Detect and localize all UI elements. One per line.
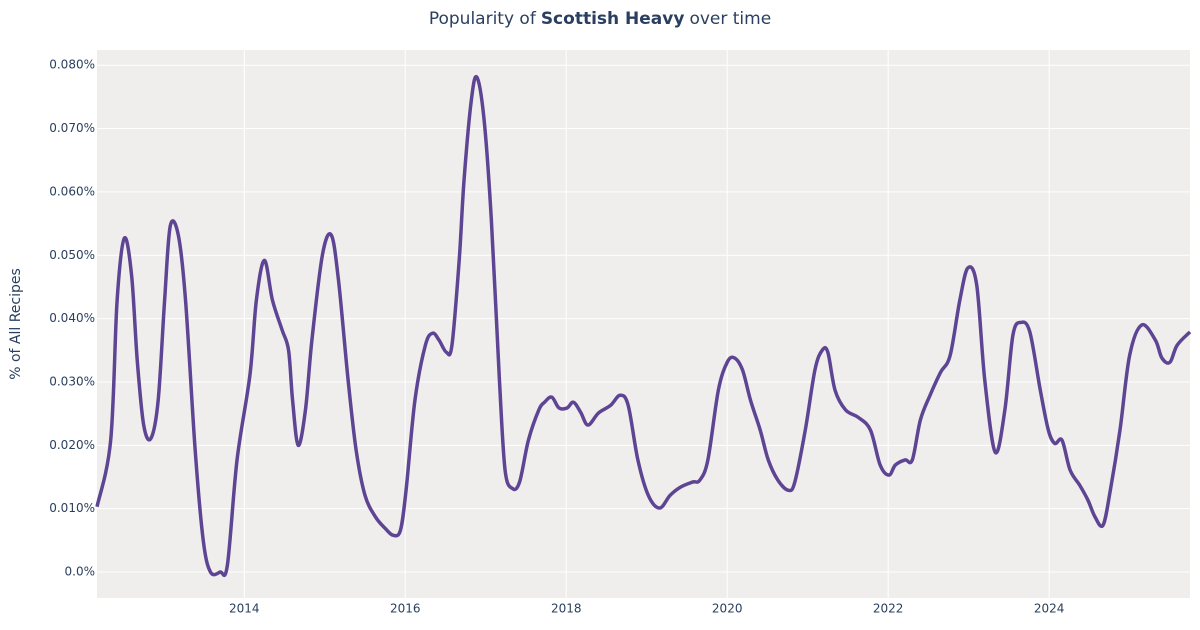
y-tick-label: 0.080% (49, 58, 95, 72)
y-tick-label: 0.0% (65, 565, 96, 579)
chart-title: Popularity of Scottish Heavy over time (429, 9, 771, 29)
title-part: Popularity of (429, 9, 537, 29)
x-tick-label: 2022 (873, 602, 904, 616)
y-tick-label: 0.070% (49, 121, 95, 135)
y-tick-label: 0.030% (49, 374, 95, 388)
y-tick-label: 0.010% (49, 501, 95, 515)
x-tick-label: 2016 (390, 602, 421, 616)
title-highlight: Scottish Heavy (541, 9, 685, 29)
y-tick-label: 0.050% (49, 248, 95, 262)
y-tick-label: 0.020% (49, 438, 95, 452)
x-tick-label: 2024 (1034, 602, 1065, 616)
title-part: over time (689, 9, 771, 29)
x-tick-label: 2020 (712, 602, 743, 616)
y-axis-label: % of All Recipes (8, 268, 24, 380)
y-tick-label: 0.040% (49, 311, 95, 325)
y-tick-label: 0.060% (49, 184, 95, 198)
x-tick-label: 2014 (229, 602, 260, 616)
x-tick-label: 2018 (551, 602, 582, 616)
line-series (95, 74, 1192, 577)
